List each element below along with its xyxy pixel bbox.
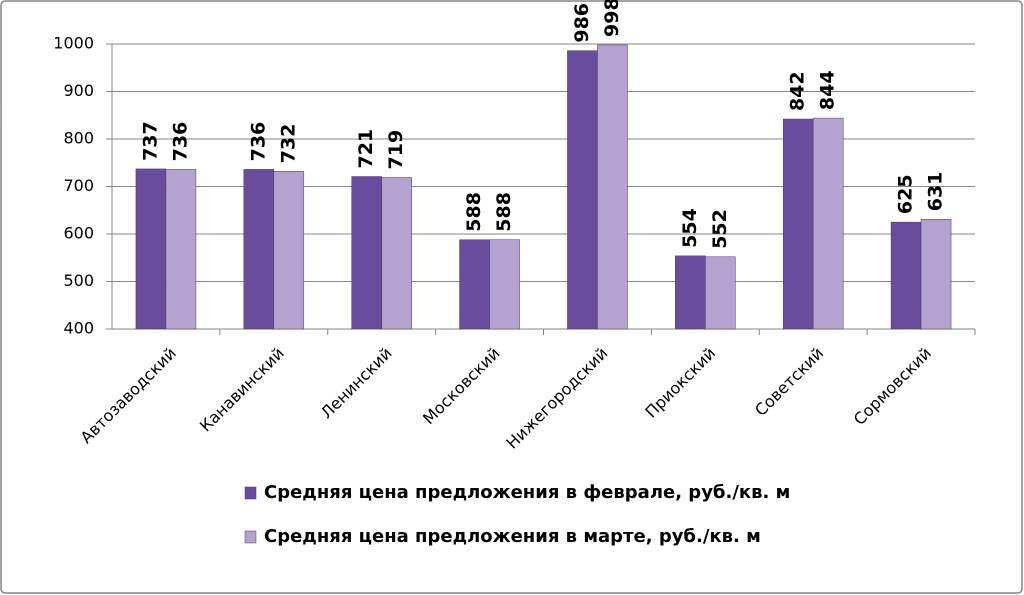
value-label: 554	[679, 208, 701, 248]
y-tick-label: 500	[63, 271, 94, 290]
y-tick-label: 800	[63, 129, 94, 148]
legend-label: Средняя цена предложения в марте, руб./к…	[264, 526, 761, 547]
bar	[675, 255, 706, 330]
y-tick-label: 700	[63, 176, 94, 195]
bar	[165, 169, 197, 330]
value-label: 736	[169, 122, 191, 162]
legend-swatch	[244, 486, 257, 500]
bar	[890, 221, 922, 330]
value-label: 631	[925, 172, 947, 212]
value-label: 986	[571, 3, 593, 43]
value-label: 842	[787, 71, 809, 111]
legend-label: Средняя цена предложения в феврале, руб.…	[264, 482, 790, 503]
bar	[459, 239, 490, 330]
bar	[920, 219, 952, 330]
value-label: 588	[493, 192, 515, 232]
legend-swatch	[244, 530, 257, 544]
value-label: 732	[277, 124, 299, 164]
value-label: 625	[895, 174, 917, 214]
bar	[273, 171, 305, 330]
bar	[812, 117, 844, 330]
value-label: 552	[709, 209, 731, 249]
bar	[567, 50, 598, 330]
value-label: 721	[355, 129, 377, 169]
bar	[351, 176, 382, 330]
y-tick-label: 400	[63, 319, 94, 338]
bar	[381, 177, 412, 330]
y-tick-label: 600	[63, 224, 94, 243]
value-label: 719	[385, 130, 407, 170]
value-label: 998	[601, 0, 623, 37]
bar	[135, 168, 167, 330]
bar	[705, 256, 736, 330]
value-label: 588	[463, 192, 485, 232]
value-label: 737	[139, 121, 161, 161]
y-tick-label: 1000	[53, 34, 94, 53]
value-label: 844	[817, 70, 839, 110]
value-label: 736	[247, 122, 269, 162]
bar	[782, 118, 814, 330]
bar	[489, 239, 520, 330]
y-tick-label: 900	[63, 81, 94, 100]
bar	[597, 44, 628, 330]
bar	[243, 169, 275, 330]
